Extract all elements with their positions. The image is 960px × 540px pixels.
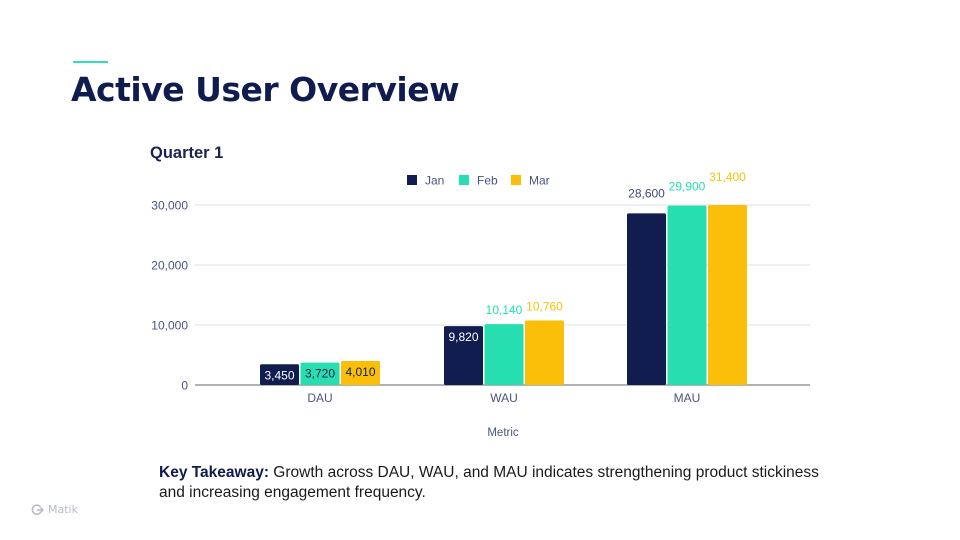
y-tick-label: 20,000 <box>151 259 188 273</box>
data-label: 29,900 <box>669 180 706 194</box>
bar-wau-feb <box>484 324 524 385</box>
bar-mau-mar <box>708 205 747 385</box>
data-label: 3,720 <box>305 367 335 381</box>
y-tick-label: 30,000 <box>151 199 188 213</box>
data-label: 10,140 <box>486 303 523 317</box>
bar-dau-mar <box>341 360 380 385</box>
matik-logo-icon <box>31 503 45 515</box>
logo-text: Matik <box>48 503 78 516</box>
takeaway-text: Growth across DAU, WAU, and MAU indicate… <box>159 464 819 501</box>
data-label: 4,010 <box>345 365 375 379</box>
bar-wau-mar <box>525 320 564 385</box>
x-tick-label: WAU <box>490 391 518 405</box>
chart-title: Quarter 1 <box>150 144 223 162</box>
bar-dau-jan <box>260 364 299 385</box>
bar-mau-feb <box>667 205 707 385</box>
x-axis-title: Metric <box>487 427 519 439</box>
data-label: 28,600 <box>628 186 665 200</box>
x-tick-label: DAU <box>307 391 332 405</box>
legend-label-feb: Feb <box>477 174 498 188</box>
data-label: 31,400 <box>709 170 746 184</box>
brand-logo: Matik <box>31 503 78 516</box>
data-label: 10,760 <box>526 299 563 313</box>
legend-swatch-feb <box>459 175 469 185</box>
legend-label-jan: Jan <box>425 174 444 188</box>
bar-dau-feb <box>300 362 340 385</box>
y-tick-label: 0 <box>181 379 188 393</box>
key-takeaway: Key Takeaway: Growth across DAU, WAU, an… <box>159 463 839 503</box>
data-label: 9,820 <box>448 330 478 344</box>
x-tick-label: MAU <box>674 391 701 405</box>
takeaway-label: Key Takeaway: <box>159 464 269 481</box>
bar-wau-jan <box>444 326 483 385</box>
y-tick-label: 10,000 <box>151 319 188 333</box>
page-title: Active User Overview <box>71 70 460 109</box>
legend-swatch-jan <box>407 175 417 185</box>
data-label: 3,450 <box>264 368 294 382</box>
title-accent-line <box>73 61 108 63</box>
legend-swatch-mar <box>511 175 521 185</box>
bar-mau-jan <box>627 213 666 385</box>
legend-label-mar: Mar <box>529 174 550 188</box>
